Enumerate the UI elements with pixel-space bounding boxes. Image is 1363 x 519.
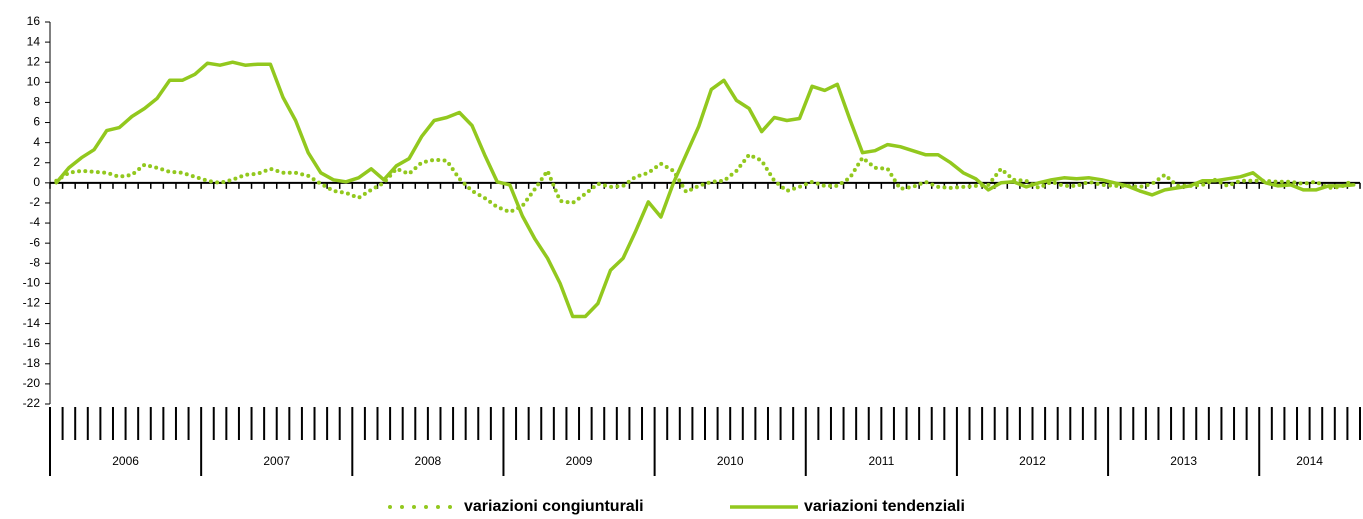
year-label: 2009 [566, 454, 593, 468]
year-label: 2011 [868, 454, 894, 468]
y-tick-label: -20 [23, 376, 41, 390]
y-tick-label: -16 [23, 336, 41, 350]
y-tick-label: 12 [27, 54, 41, 68]
y-tick-label: -12 [23, 296, 41, 310]
year-label: 2010 [717, 454, 744, 468]
y-tick-label: 2 [33, 155, 40, 169]
legend-label: variazioni tendenziali [804, 498, 965, 515]
y-tick-label: 4 [33, 135, 40, 149]
y-tick-label: 0 [33, 175, 40, 189]
year-label: 2012 [1019, 454, 1046, 468]
y-tick-label: -8 [29, 255, 40, 269]
y-tick-label: 8 [33, 95, 40, 109]
series-line [54, 152, 1356, 214]
y-tick-label: -22 [23, 396, 41, 410]
y-tick-label: -10 [23, 276, 41, 290]
year-label: 2006 [112, 454, 139, 468]
year-label: 2014 [1296, 454, 1323, 468]
y-tick-label: -14 [23, 316, 41, 330]
year-label: 2013 [1170, 454, 1197, 468]
y-tick-label: 14 [27, 34, 41, 48]
legend-label: variazioni congiunturali [464, 498, 644, 515]
year-label: 2007 [263, 454, 290, 468]
y-tick-label: -2 [29, 195, 40, 209]
y-tick-label: -18 [23, 356, 41, 370]
y-tick-label: 6 [33, 115, 40, 129]
y-tick-label: 10 [27, 74, 41, 88]
y-tick-label: -4 [29, 215, 40, 229]
y-tick-label: 16 [27, 14, 41, 28]
series-line [54, 60, 1356, 319]
year-label: 2008 [415, 454, 442, 468]
y-tick-label: -6 [29, 235, 40, 249]
